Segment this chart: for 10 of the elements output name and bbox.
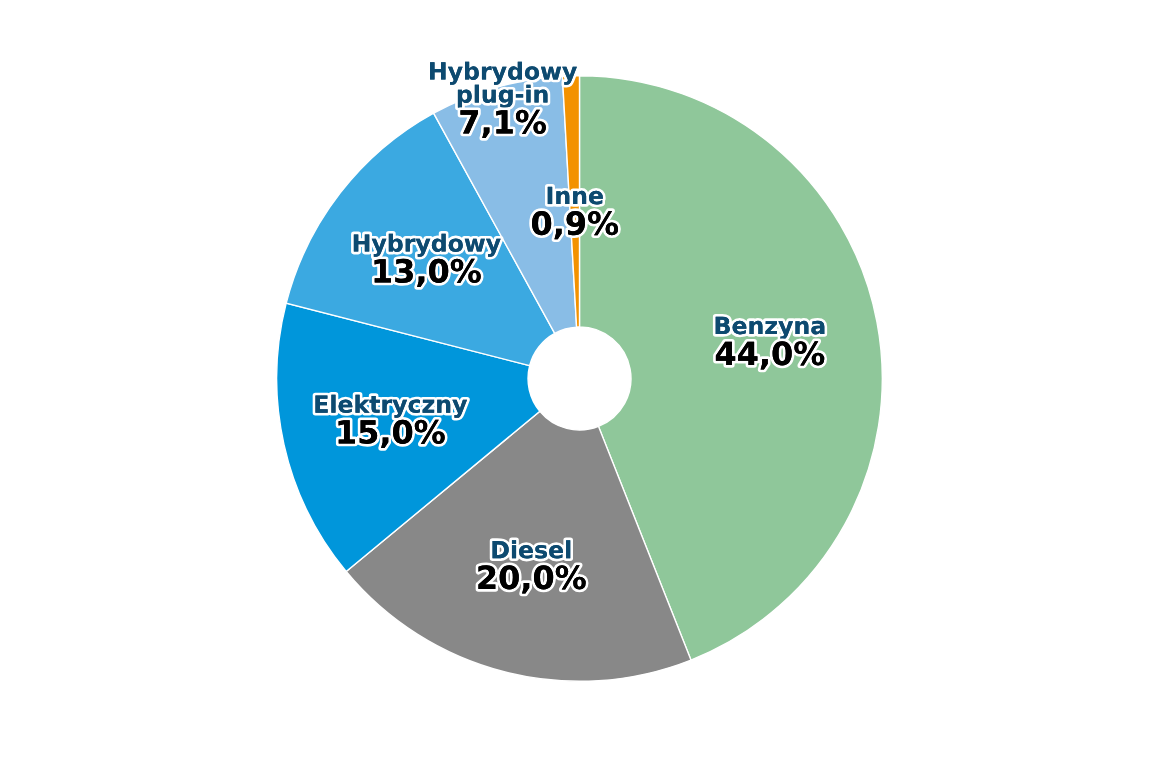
data-label: 13,0% xyxy=(374,258,481,288)
data-label: 20,0% xyxy=(478,565,586,594)
data-label: 7,1% xyxy=(460,109,546,139)
slice-label: Benzyna xyxy=(715,316,825,340)
slice-label: Hybrydowy xyxy=(353,233,501,257)
data-label: 15,0% xyxy=(338,419,445,449)
slice-label: Elektryczny xyxy=(315,394,468,418)
slice-label: Inne xyxy=(547,186,603,205)
slice-label: Diesel xyxy=(492,540,571,559)
data-label: 44,0% xyxy=(715,341,825,370)
